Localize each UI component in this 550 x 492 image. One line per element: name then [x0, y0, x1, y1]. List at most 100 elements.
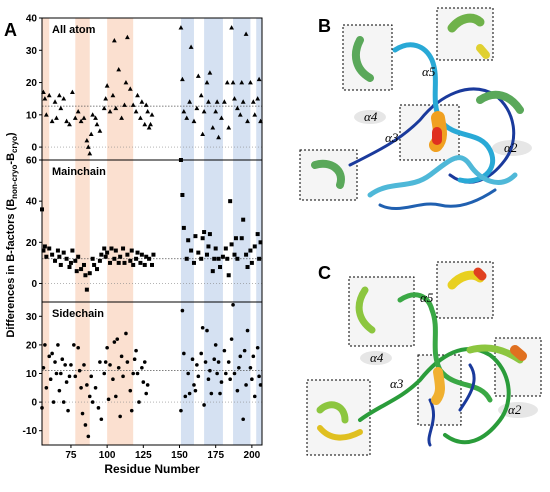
data-point [145, 383, 150, 387]
data-point [210, 125, 216, 130]
data-point [258, 383, 263, 387]
shaded-region [256, 18, 262, 160]
data-point [257, 374, 261, 379]
data-point [110, 92, 116, 98]
shaded-region [256, 160, 262, 302]
data-point [60, 357, 65, 362]
data-point [53, 360, 57, 364]
shaded-region [204, 302, 223, 445]
data-point [67, 374, 72, 379]
data-point [194, 105, 200, 111]
highlight-box [306, 379, 371, 456]
data-point [44, 254, 49, 259]
data-point [202, 403, 206, 407]
data-point [129, 408, 134, 413]
ribbon [311, 36, 524, 189]
helix-label: α2 [508, 402, 522, 417]
data-point [106, 397, 111, 402]
data-point [140, 365, 144, 370]
data-point [79, 267, 84, 272]
y-tick-label: 40 [26, 14, 38, 25]
data-point [187, 99, 193, 104]
data-point [237, 112, 243, 117]
data-point [224, 79, 230, 85]
data-point [255, 345, 260, 350]
data-point [239, 236, 244, 241]
data-point [115, 337, 120, 341]
x-tick-label: 150 [171, 450, 188, 461]
helix-label: α4 [364, 109, 378, 124]
data-point [56, 343, 60, 347]
data-point [205, 252, 209, 257]
data-point [184, 115, 190, 120]
highlight-box [436, 261, 494, 319]
data-point [90, 400, 95, 404]
data-point [141, 380, 146, 384]
data-point [41, 365, 46, 370]
data-point [86, 434, 91, 439]
data-point [50, 252, 55, 257]
data-point [44, 386, 49, 390]
data-point [241, 217, 246, 222]
data-point [57, 388, 62, 393]
helix-label: α3 [390, 376, 404, 391]
data-point [138, 260, 143, 265]
plot-frame [41, 17, 263, 161]
data-point [248, 248, 253, 253]
data-point [81, 262, 86, 267]
data-point [212, 357, 217, 362]
data-point [143, 102, 149, 107]
panel-c: C α5 α4 α3 α2 [306, 261, 542, 456]
ribbon [447, 13, 485, 33]
data-point [135, 250, 140, 255]
shaded-region [233, 302, 251, 445]
data-point [61, 250, 66, 255]
data-point [47, 354, 52, 359]
data-point [229, 337, 234, 341]
data-point [83, 273, 88, 278]
data-point [74, 269, 79, 274]
data-point [193, 234, 198, 239]
data-point [63, 363, 67, 367]
data-point [79, 386, 83, 390]
y-tick-label: 10 [26, 110, 38, 121]
data-point [49, 118, 55, 124]
data-point [179, 76, 185, 82]
y-tick-label: 20 [26, 238, 38, 249]
shaded-region [233, 160, 251, 302]
data-point [238, 354, 243, 359]
data-point [75, 108, 81, 114]
data-point [242, 348, 247, 353]
panel-b: B α5 α4 α3 α2 [299, 7, 532, 210]
shaded-region [42, 160, 50, 302]
data-point [116, 365, 121, 370]
data-point [80, 411, 85, 416]
data-point [184, 256, 189, 261]
data-point [249, 260, 254, 265]
data-point [182, 351, 186, 356]
data-point [207, 232, 212, 237]
data-point [61, 96, 67, 101]
shaded-region [204, 18, 223, 160]
data-point [142, 121, 148, 127]
data-point [196, 250, 201, 255]
data-point [111, 37, 117, 43]
data-point [66, 408, 70, 413]
data-point [215, 371, 219, 376]
data-point [102, 246, 107, 251]
data-point [59, 371, 63, 376]
data-point [208, 368, 212, 373]
y-tick-label: 20 [26, 340, 38, 351]
data-point [144, 254, 149, 259]
data-point [188, 44, 194, 49]
data-point [55, 248, 60, 253]
data-point [228, 377, 232, 382]
ribbon [397, 292, 493, 403]
data-point [200, 131, 206, 136]
data-point [226, 125, 232, 130]
y-tick-label: 0 [31, 143, 37, 154]
data-point [179, 408, 183, 413]
data-point [203, 360, 208, 364]
data-point [57, 254, 62, 259]
